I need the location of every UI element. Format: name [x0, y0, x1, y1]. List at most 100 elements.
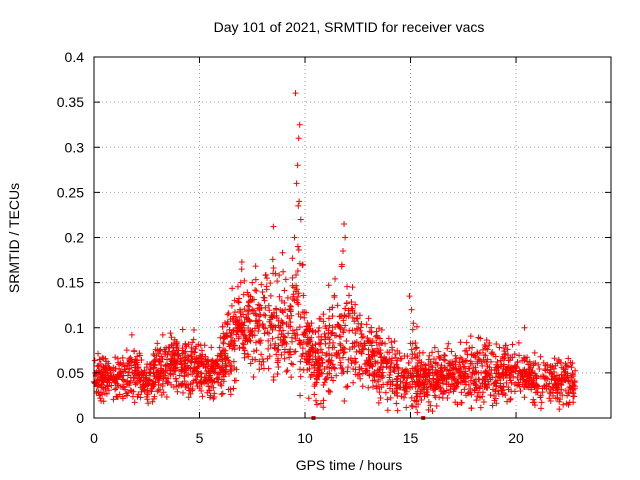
- data-point: [105, 387, 112, 394]
- data-point: [114, 393, 121, 400]
- data-point: [222, 362, 229, 369]
- data-point: [296, 198, 303, 205]
- data-point: [241, 326, 248, 333]
- data-point: [276, 327, 283, 334]
- data-point: [120, 372, 127, 379]
- data-point: [339, 354, 346, 361]
- data-point: [238, 328, 245, 335]
- data-point: [376, 389, 383, 396]
- data-point: [179, 326, 186, 333]
- data-point: [155, 387, 162, 394]
- data-point: [312, 329, 319, 336]
- data-point: [261, 297, 268, 304]
- data-point: [159, 383, 166, 390]
- data-point: [179, 380, 186, 387]
- data-point: [146, 370, 153, 377]
- data-point: [218, 391, 225, 398]
- data-point: [301, 309, 308, 316]
- data-point: [291, 297, 298, 304]
- data-point: [468, 374, 475, 381]
- data-point: [458, 399, 465, 406]
- data-point: [450, 375, 457, 382]
- data-point: [220, 340, 227, 347]
- data-point: [241, 306, 248, 313]
- data-point: [208, 383, 215, 390]
- data-point: [360, 345, 367, 352]
- data-point: [469, 369, 476, 376]
- data-point: [333, 372, 340, 379]
- data-point: [194, 383, 201, 390]
- data-point: [322, 340, 329, 347]
- data-point: [277, 306, 284, 313]
- data-point: [457, 339, 464, 346]
- data-point: [266, 318, 273, 325]
- data-point: [521, 369, 528, 376]
- data-point: [272, 270, 279, 277]
- data-point: [124, 378, 131, 385]
- data-point: [565, 401, 572, 408]
- data-point: [393, 361, 400, 368]
- data-point: [549, 392, 556, 399]
- data-point: [99, 371, 106, 378]
- data-point: [507, 395, 514, 402]
- data-point: [391, 338, 398, 345]
- data-point: [532, 360, 539, 367]
- data-point: [145, 400, 152, 407]
- data-point: [296, 121, 303, 128]
- data-point: [369, 349, 376, 356]
- data-point: [436, 385, 443, 392]
- data-point: [208, 362, 215, 369]
- data-point: [281, 355, 288, 362]
- data-point: [425, 398, 432, 405]
- data-point: [524, 358, 531, 365]
- data-point: [182, 384, 189, 391]
- data-point: [134, 393, 141, 400]
- data-point: [231, 338, 238, 345]
- data-point: [503, 379, 510, 386]
- data-point: [365, 315, 372, 322]
- data-point: [249, 306, 256, 313]
- data-point: [128, 331, 135, 338]
- data-point: [512, 365, 519, 372]
- data-point: [369, 383, 376, 390]
- data-point: [318, 333, 325, 340]
- data-point: [474, 393, 481, 400]
- data-point: [371, 369, 378, 376]
- data-point: [297, 339, 304, 346]
- data-point: [342, 234, 349, 241]
- data-point: [192, 376, 199, 383]
- data-point: [356, 371, 363, 378]
- data-point: [156, 377, 163, 384]
- data-point: [468, 391, 475, 398]
- data-point: [288, 374, 295, 381]
- y-tick-label: 0.1: [65, 320, 85, 336]
- data-point: [94, 362, 101, 369]
- data-point: [189, 385, 196, 392]
- data-point: [331, 365, 338, 372]
- data-point: [123, 390, 130, 397]
- data-point: [141, 383, 148, 390]
- data-point: [509, 354, 516, 361]
- y-tick-label: 0.15: [57, 275, 84, 291]
- data-point: [286, 348, 293, 355]
- data-point: [359, 370, 366, 377]
- data-point: [231, 377, 238, 384]
- data-point: [442, 352, 449, 359]
- data-point: [293, 271, 300, 278]
- data-point: [315, 328, 322, 335]
- data-point: [134, 353, 141, 360]
- data-point: [282, 334, 289, 341]
- data-point: [218, 382, 225, 389]
- data-point: [136, 350, 143, 357]
- data-point: [223, 363, 230, 370]
- data-point: [152, 346, 159, 353]
- data-point: [520, 354, 527, 361]
- data-point: [489, 402, 496, 409]
- data-point: [240, 344, 247, 351]
- data-point: [429, 369, 436, 376]
- data-point: [391, 368, 398, 375]
- data-point: [241, 332, 248, 339]
- data-point: [178, 358, 185, 365]
- data-point: [253, 347, 260, 354]
- data-point: [261, 330, 268, 337]
